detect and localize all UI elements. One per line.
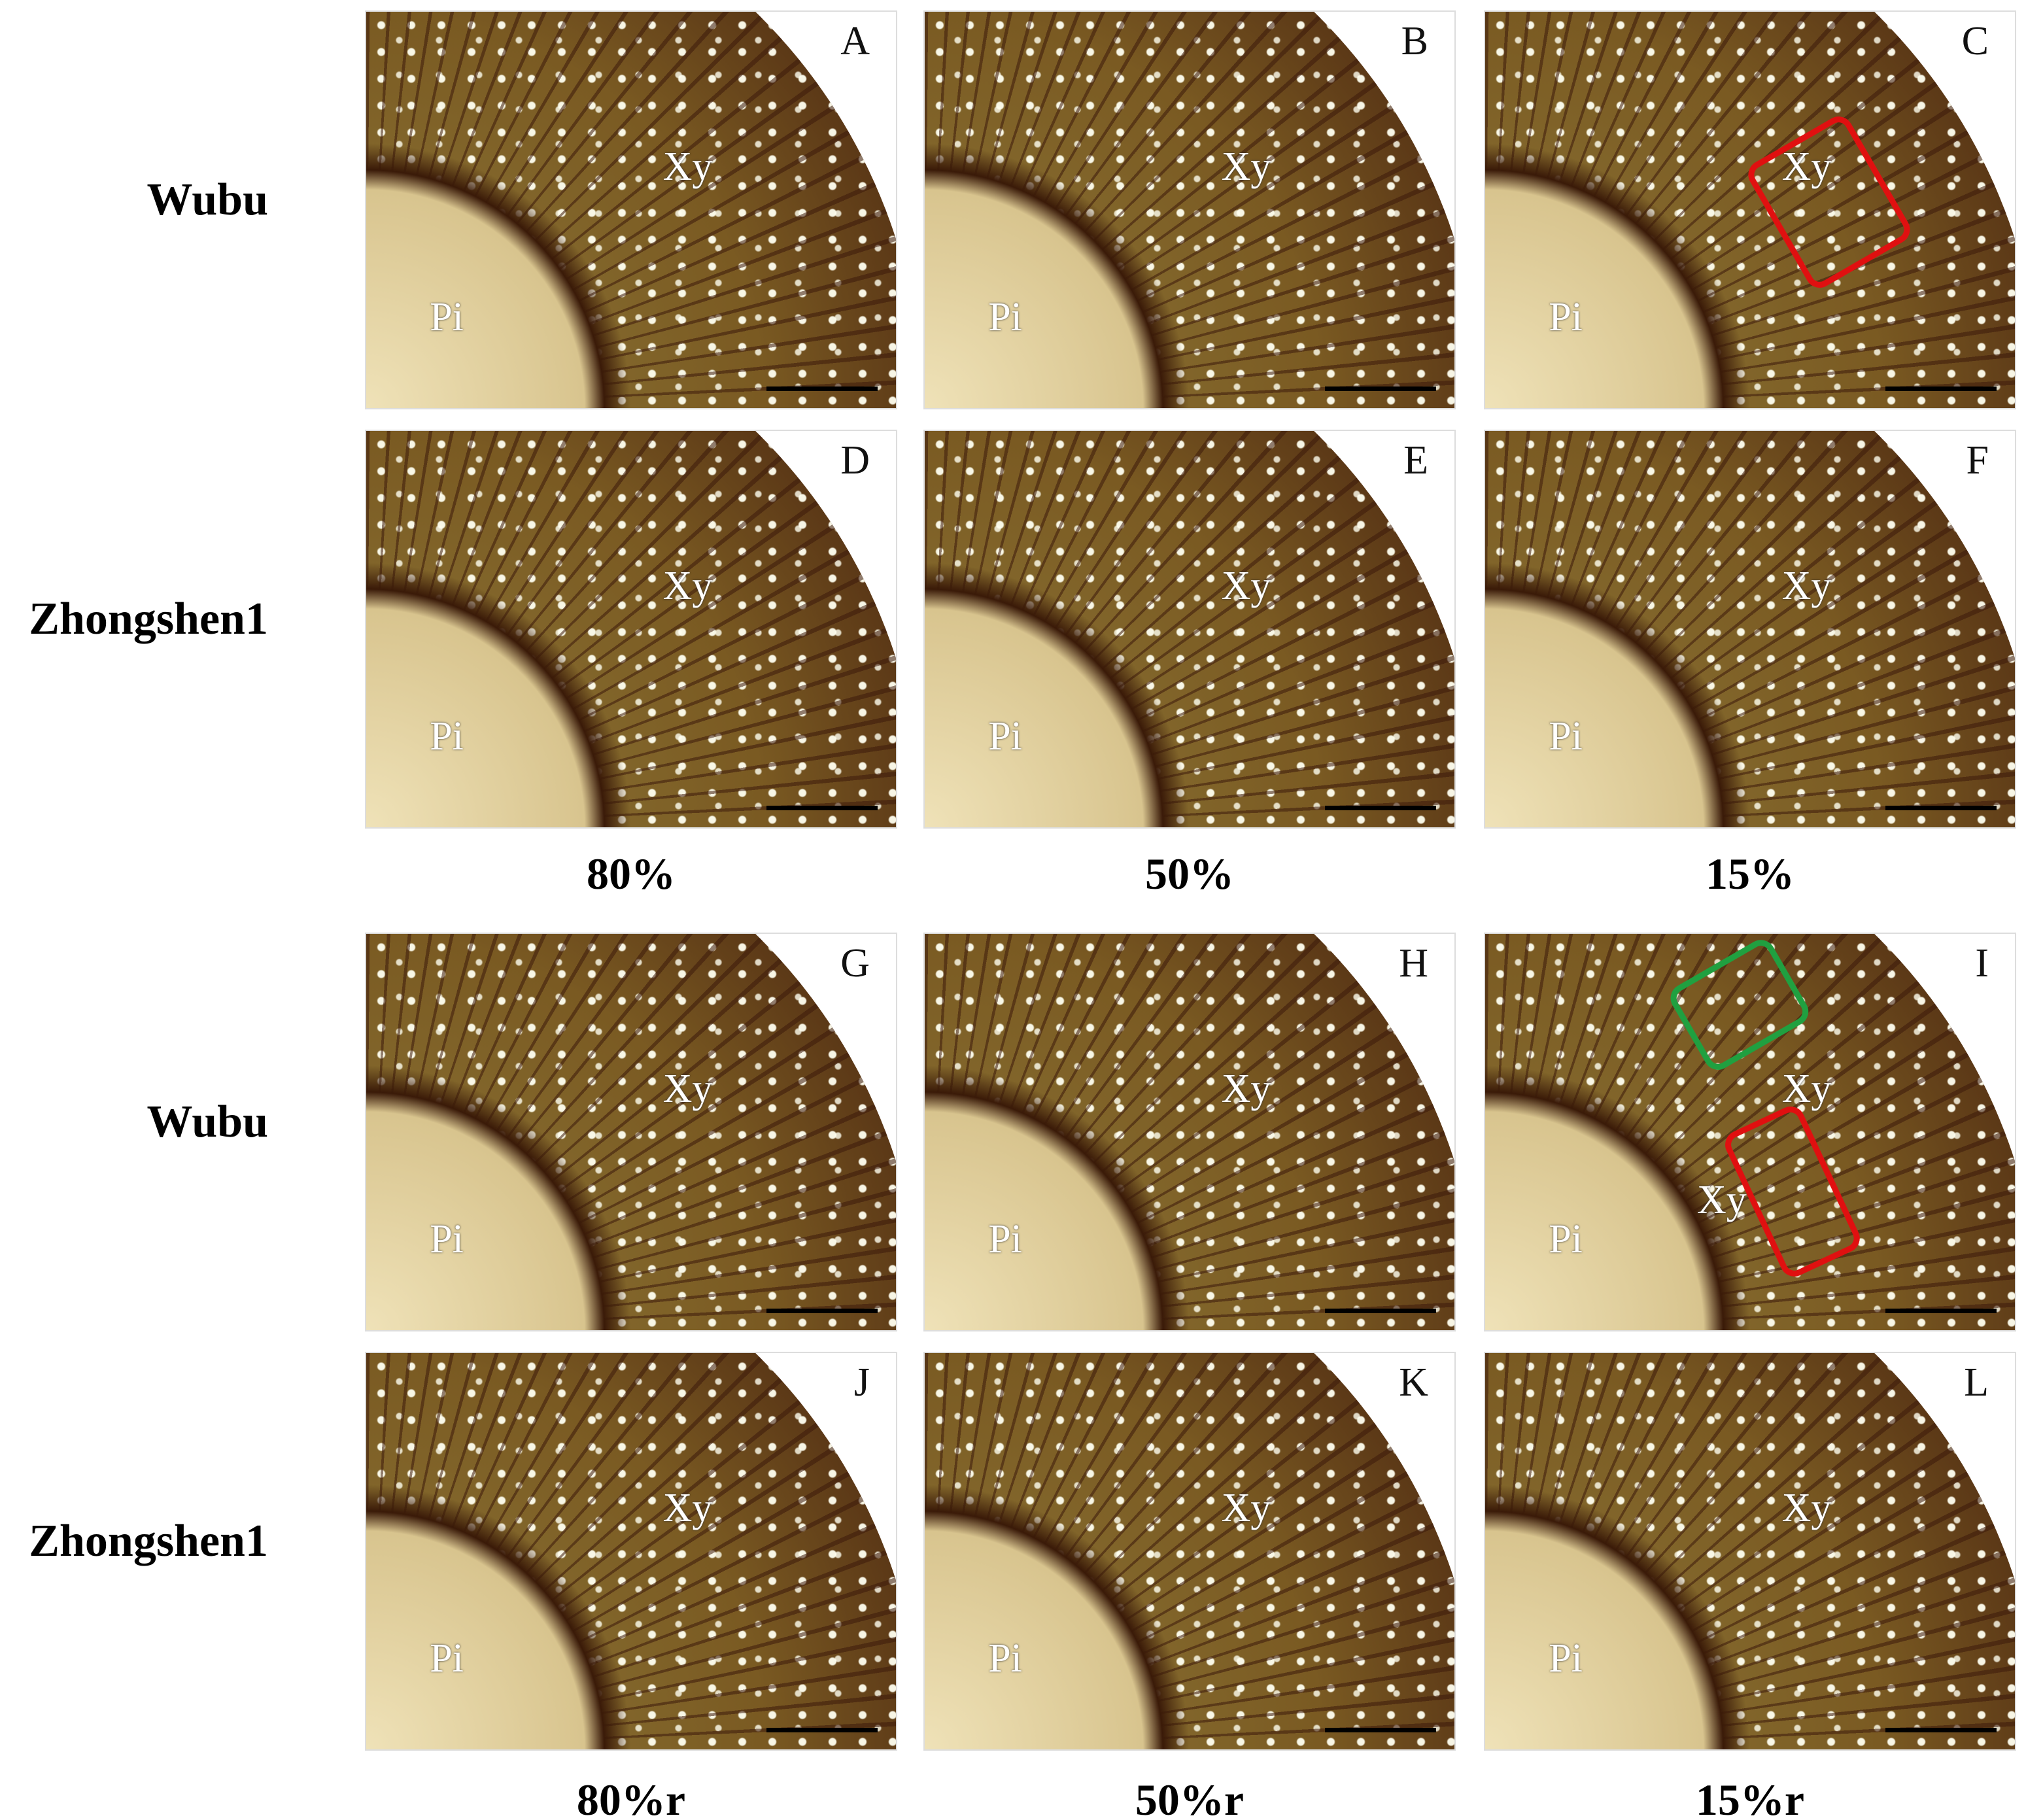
scale-bar — [766, 386, 878, 391]
stem-section-image — [1485, 934, 2015, 1330]
micrograph-panel: Xy Pi L — [1484, 1352, 2016, 1751]
micrograph-panel: Xy Xy Pi I — [1484, 933, 2016, 1331]
column-label: 80% — [587, 849, 676, 899]
panel-letter: B — [1401, 19, 1428, 63]
stem-section-image — [925, 934, 1454, 1330]
stem-section-image — [366, 1353, 896, 1749]
panel-letter: J — [853, 1360, 870, 1405]
tissue-label: Xy — [1221, 1067, 1271, 1112]
tissue-label: Xy — [662, 1067, 713, 1112]
stem-section-image — [925, 1353, 1454, 1749]
scale-bar — [766, 1309, 878, 1313]
scale-bar — [1885, 1728, 1997, 1732]
tissue-label: Pi — [1549, 1217, 1583, 1262]
panel-letter: H — [1399, 941, 1428, 986]
panel-letter: I — [1975, 941, 1989, 986]
panel-letter: G — [840, 941, 870, 986]
scale-bar — [1885, 806, 1997, 810]
row-label: Wubu — [146, 1097, 268, 1147]
panel-letter: E — [1403, 438, 1428, 483]
column-label: 15% — [1706, 849, 1794, 899]
tissue-label: Xy — [1221, 564, 1271, 609]
column-label: 15%r — [1695, 1775, 1805, 1820]
tissue-label: Pi — [1549, 295, 1583, 340]
micrograph-panel: Xy Pi J — [365, 1352, 897, 1751]
tissue-label: Pi — [430, 295, 464, 340]
stem-section-image — [366, 934, 896, 1330]
tissue-label: Pi — [988, 1217, 1022, 1262]
column-label: 50% — [1145, 849, 1234, 899]
row-label: Zhongshen1 — [29, 594, 268, 644]
micrograph-panel: Xy Pi H — [923, 933, 1456, 1331]
panel-letter: C — [1961, 19, 1989, 63]
panel-letter: F — [1966, 438, 1989, 483]
tissue-label: Xy — [1781, 1067, 1832, 1112]
stem-section-image — [1485, 1353, 2015, 1749]
column-label: 50%r — [1135, 1775, 1245, 1820]
micrograph-panel: Xy Pi C — [1484, 10, 2016, 409]
tissue-label: Xy — [1697, 1177, 1747, 1222]
tissue-label: Pi — [430, 1217, 464, 1262]
tissue-label: Pi — [430, 714, 464, 759]
stem-section-image — [1485, 431, 2015, 827]
tissue-label: Xy — [662, 564, 713, 609]
panel-letter: A — [840, 19, 870, 63]
micrograph-panel: Xy Pi F — [1484, 430, 2016, 829]
scale-bar — [1325, 1309, 1436, 1313]
scale-bar — [766, 806, 878, 810]
column-label: 80%r — [576, 1775, 686, 1820]
stem-section-image — [925, 12, 1454, 408]
tissue-label: Xy — [662, 1486, 713, 1531]
micrograph-panel: Xy Pi K — [923, 1352, 1456, 1751]
micrograph-panel: Xy Pi E — [923, 430, 1456, 829]
tissue-label: Xy — [1781, 1486, 1832, 1531]
tissue-label: Xy — [1221, 145, 1271, 190]
scale-bar — [1325, 1728, 1436, 1732]
micrograph-panel: Xy Pi B — [923, 10, 1456, 409]
tissue-label: Xy — [1781, 145, 1832, 190]
tissue-label: Pi — [988, 1636, 1022, 1681]
scale-bar — [1885, 1309, 1997, 1313]
scale-bar — [766, 1728, 878, 1732]
tissue-label: Xy — [1781, 564, 1832, 609]
micrograph-panel: Xy Pi A — [365, 10, 897, 409]
tissue-label: Pi — [1549, 714, 1583, 759]
tissue-label: Pi — [988, 714, 1022, 759]
stem-section-image — [366, 12, 896, 408]
tissue-label: Pi — [1549, 1636, 1583, 1681]
scale-bar — [1325, 386, 1436, 391]
tissue-label: Xy — [1221, 1486, 1271, 1531]
stem-section-image — [925, 431, 1454, 827]
row-label: Wubu — [146, 175, 268, 225]
tissue-label: Pi — [430, 1636, 464, 1681]
scale-bar — [1325, 806, 1436, 810]
row-label: Zhongshen1 — [29, 1516, 268, 1566]
panel-letter: D — [840, 438, 870, 483]
panel-letter: K — [1399, 1360, 1428, 1405]
stem-section-image — [366, 431, 896, 827]
micrograph-panel: Xy Pi G — [365, 933, 897, 1331]
scale-bar — [1885, 386, 1997, 391]
stem-section-image — [1485, 12, 2015, 408]
panel-letter: L — [1964, 1360, 1989, 1405]
tissue-label: Pi — [988, 295, 1022, 340]
tissue-label: Xy — [662, 145, 713, 190]
micrograph-panel: Xy Pi D — [365, 430, 897, 829]
